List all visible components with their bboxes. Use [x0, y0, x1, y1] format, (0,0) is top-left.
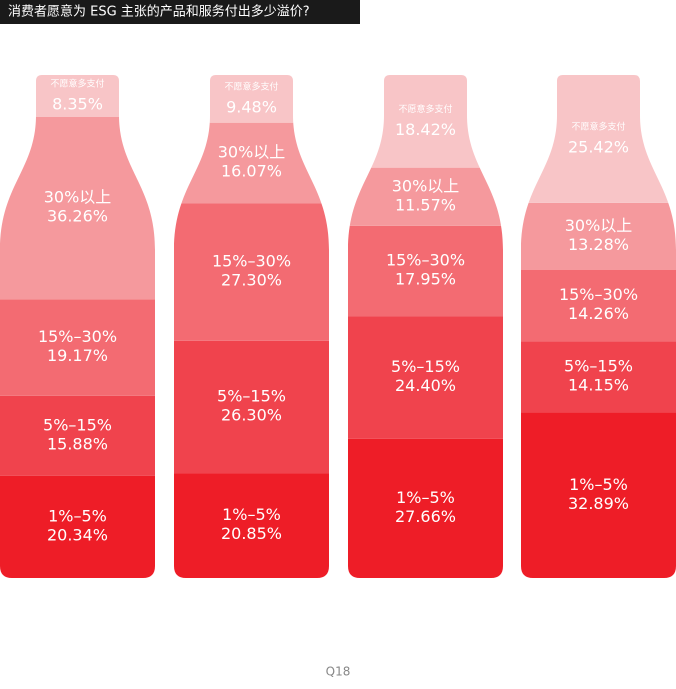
bar-segment: [174, 340, 329, 474]
bar-segment: [0, 475, 155, 578]
segment-name: 5%–15%: [43, 415, 112, 434]
value-label: 25.42%: [568, 137, 629, 156]
segment-name: 不愿意多支付: [50, 78, 104, 90]
footer: Q18: [326, 665, 351, 679]
segment-name: 不愿意多支付: [224, 80, 278, 92]
value-label: 9.48%: [226, 97, 277, 116]
segment-name: 5%–15%: [391, 357, 460, 376]
value-label: 11.57%: [395, 195, 456, 214]
segment-name: 15%–30%: [559, 285, 638, 304]
value-label: 13.28%: [568, 235, 629, 254]
segment-name: 15%–30%: [38, 327, 117, 346]
value-label: 15.88%: [47, 434, 108, 453]
value-label: 36.26%: [47, 207, 108, 226]
bar-segment: [174, 203, 329, 341]
bar-segment: [174, 473, 329, 578]
value-label: 19.17%: [47, 346, 108, 365]
bar-segment: [521, 412, 676, 578]
segment-name: 5%–15%: [564, 356, 633, 375]
value-label: 20.34%: [47, 525, 108, 544]
segment-name: 不愿意多支付: [571, 120, 625, 132]
bar-segment: [348, 438, 503, 578]
segment-name: 1%–5%: [569, 475, 628, 494]
value-label: 14.26%: [568, 304, 629, 323]
segment-name: 5%–15%: [217, 386, 286, 405]
segment-name: 1%–5%: [222, 505, 281, 524]
bar-segment: [521, 341, 676, 413]
value-label: 14.15%: [568, 375, 629, 394]
segment-name: 30%以上: [218, 143, 286, 162]
value-label: 24.40%: [395, 376, 456, 395]
value-label: 8.35%: [52, 95, 103, 114]
value-label: 27.30%: [221, 271, 282, 290]
segment-name: 不愿意多支付: [398, 103, 452, 115]
bar-segment: [521, 202, 676, 270]
title-box: [0, 0, 360, 24]
segment-name: 15%–30%: [212, 252, 291, 271]
value-label: 27.66%: [395, 507, 456, 526]
segment-name: 30%以上: [565, 216, 633, 235]
value-label: 32.89%: [568, 494, 629, 513]
value-label: 18.42%: [395, 120, 456, 139]
segment-name: 30%以上: [392, 176, 460, 195]
bar-segment: [0, 395, 155, 476]
value-label: 17.95%: [395, 269, 456, 288]
segment-name: 15%–30%: [386, 250, 465, 269]
bar-segment: [348, 316, 503, 439]
value-label: 20.85%: [221, 524, 282, 543]
chart-title: 消费者愿意为 ESG 主张的产品和服务付出多少溢价?: [8, 4, 310, 20]
segment-name: 1%–5%: [396, 488, 455, 507]
value-label: 26.30%: [221, 405, 282, 424]
bar-segment: [521, 269, 676, 342]
bar-segment: [348, 225, 503, 317]
segment-name: 1%–5%: [48, 506, 107, 525]
bar-segment: [348, 167, 503, 226]
bar-segment: [0, 299, 155, 396]
segment-name: 30%以上: [44, 188, 112, 207]
value-label: 16.07%: [221, 162, 282, 181]
